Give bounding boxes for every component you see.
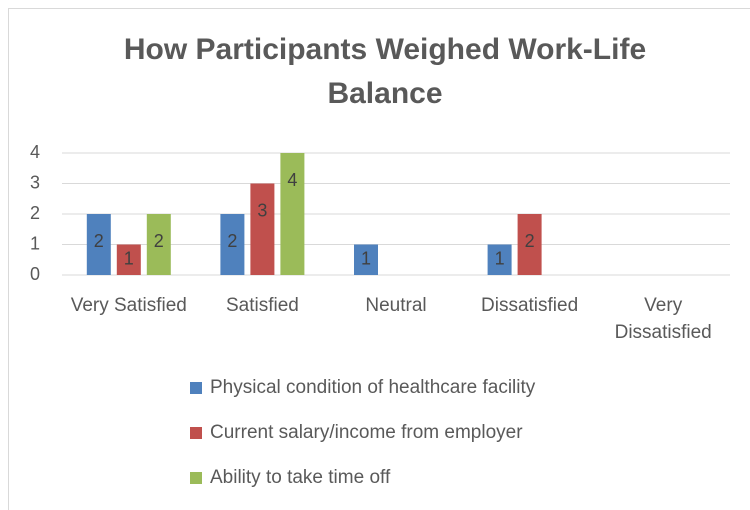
chart-title: How Participants Weighed Work-Life Balan…: [123, 33, 647, 110]
x-tick-label: Very Dissatisfied: [614, 295, 712, 343]
data-label: 1: [495, 249, 505, 269]
legend-swatch: [190, 382, 202, 394]
legend-swatch: [190, 427, 202, 439]
data-label: 1: [361, 249, 371, 269]
data-label: 1: [124, 249, 134, 269]
y-tick-label: 0: [30, 264, 40, 284]
legend-label: Ability to take time off: [210, 467, 391, 488]
bar: [220, 214, 245, 275]
data-label: 4: [287, 170, 297, 190]
x-tick-label: Very Satisfied: [70, 295, 187, 316]
bar: [354, 244, 378, 275]
data-label: 2: [154, 231, 164, 251]
legend-label: Physical condition of healthcare facilit…: [210, 377, 536, 398]
y-tick-label: 2: [30, 203, 40, 223]
bar: [146, 214, 171, 275]
x-tick-label: Dissatisfied: [481, 295, 579, 316]
data-label: 2: [525, 231, 535, 251]
x-tick-label: Neutral: [365, 295, 427, 316]
y-tick-label: 3: [30, 172, 40, 192]
bar: [86, 214, 111, 275]
y-tick-label: 1: [30, 233, 40, 253]
chart-border: [8, 8, 750, 510]
data-label: 3: [257, 200, 267, 220]
bar: [116, 244, 141, 275]
bar: [517, 214, 542, 275]
y-tick-label: 4: [30, 142, 40, 162]
data-label: 2: [227, 231, 237, 251]
bar: [487, 244, 512, 275]
data-label: 2: [94, 231, 104, 251]
bar: [250, 183, 275, 275]
legend-swatch: [190, 472, 202, 484]
x-tick-label: Satisfied: [225, 295, 299, 316]
bar: [280, 153, 305, 275]
legend-label: Current salary/income from employer: [210, 422, 523, 443]
